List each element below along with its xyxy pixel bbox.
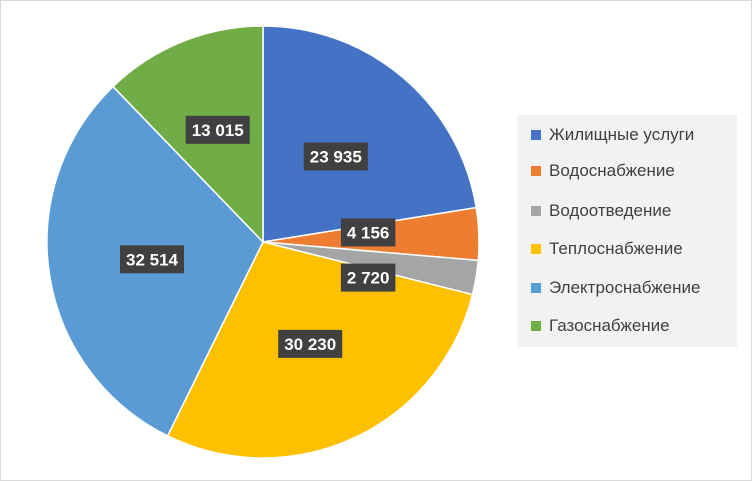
data-label-text: 32 514 — [126, 250, 179, 269]
legend: Жилищные услуги Водоснабжение Водоотведе… — [517, 115, 737, 347]
data-label-text: 13 015 — [192, 121, 244, 140]
data-label: 2 720 — [340, 263, 396, 292]
data-label-text: 2 720 — [347, 269, 390, 288]
legend-item-zhilishchnye-uslugi: Жилищные услуги — [531, 125, 694, 145]
legend-label: Газоснабжение — [549, 316, 670, 335]
legend-label: Электроснабжение — [549, 278, 701, 297]
data-label: 4 156 — [340, 218, 396, 247]
pie-slice — [262, 25, 478, 243]
legend-label: Водоснабжение — [549, 161, 675, 180]
data-label-text: 23 935 — [310, 148, 362, 167]
legend-swatch — [531, 244, 541, 254]
data-label-box — [303, 142, 368, 171]
data-label-text: 4 156 — [347, 223, 390, 242]
legend-swatch — [531, 206, 541, 216]
legend-label: Водоотведение — [549, 201, 672, 220]
legend-label: Теплоснабжение — [549, 239, 683, 258]
data-label: 13 015 — [185, 115, 250, 144]
data-label: 30 230 — [278, 329, 343, 358]
data-label-box — [340, 263, 396, 292]
legend-swatch — [531, 283, 541, 293]
data-label: 32 514 — [120, 245, 184, 274]
legend-swatch — [531, 166, 541, 176]
data-label-box — [340, 218, 396, 247]
data-labels: 23 935 4 156 2 720 30 230 32 514 13 015 — [120, 115, 396, 358]
legend-item-vodosnabzhenie: Водоснабжение — [531, 161, 675, 181]
data-label: 23 935 — [303, 142, 368, 171]
data-label-text: 30 230 — [284, 335, 336, 354]
legend-swatch — [531, 321, 541, 331]
pie-slices — [46, 25, 480, 459]
legend-label: Жилищные услуги — [549, 125, 695, 144]
legend-item-gazosnabzhenie: Газоснабжение — [531, 316, 670, 336]
legend-item-vodootvedenie: Водоотведение — [531, 201, 671, 221]
legend-item-teplosnabzhenie: Теплоснабжение — [531, 239, 683, 259]
data-label-box — [120, 245, 184, 274]
data-label-box — [185, 115, 250, 144]
legend-swatch — [531, 130, 541, 140]
data-label-box — [278, 329, 343, 358]
legend-item-elektrosnabzhenie: Электроснабжение — [531, 278, 700, 298]
